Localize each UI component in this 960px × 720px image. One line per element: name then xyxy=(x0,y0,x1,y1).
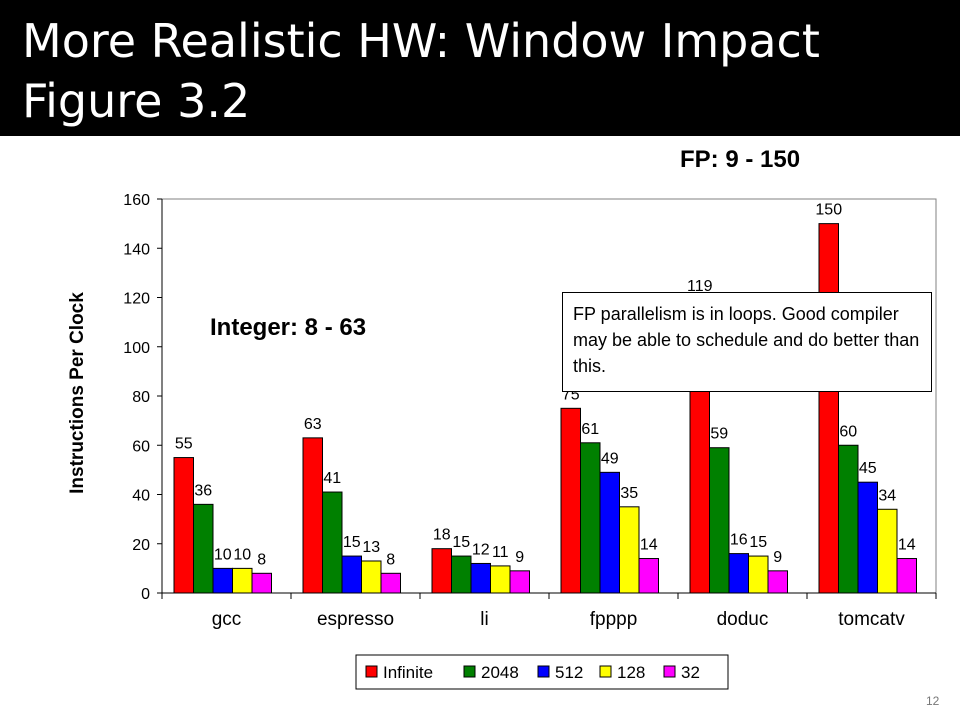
legend-label: 128 xyxy=(617,663,645,682)
y-tick-label: 80 xyxy=(132,389,150,406)
bar xyxy=(560,407,581,594)
bar xyxy=(251,572,272,594)
slide-title-line-1: More Realistic HW: Window Impact xyxy=(22,14,820,68)
y-tick-label: 140 xyxy=(123,241,150,258)
data-label: 10 xyxy=(214,546,232,563)
data-label: 9 xyxy=(515,549,524,566)
data-label: 8 xyxy=(386,551,395,568)
data-label: 18 xyxy=(433,527,451,544)
bar xyxy=(619,506,640,594)
bar xyxy=(818,223,839,594)
integer-range-annotation: Integer: 8 - 63 xyxy=(210,314,367,341)
bar xyxy=(173,457,194,594)
legend-swatch xyxy=(663,665,676,678)
bar xyxy=(709,447,730,594)
bar xyxy=(748,555,769,594)
data-label: 16 xyxy=(730,532,748,549)
bar xyxy=(638,558,659,594)
data-label: 11 xyxy=(492,544,509,561)
x-tick-label: doduc xyxy=(717,609,769,630)
bar xyxy=(728,553,749,594)
data-label: 15 xyxy=(749,534,767,551)
x-tick-label: li xyxy=(480,609,488,630)
data-label: 9 xyxy=(773,549,782,566)
legend-label: 2048 xyxy=(481,663,519,682)
legend-swatch xyxy=(599,665,612,678)
bar xyxy=(767,570,788,594)
legend-label: 512 xyxy=(555,663,583,682)
data-label: 41 xyxy=(323,470,341,487)
legend-swatch xyxy=(463,665,476,678)
data-label: 35 xyxy=(620,485,638,502)
y-tick-label: 20 xyxy=(132,537,150,554)
y-tick-label: 100 xyxy=(123,340,150,357)
data-label: 13 xyxy=(362,539,380,556)
legend-label: 32 xyxy=(681,663,700,682)
bar xyxy=(877,508,898,594)
bar xyxy=(838,444,859,594)
bar xyxy=(580,442,601,594)
bar xyxy=(470,562,491,594)
note-callout: FP parallelism is in loops. Good compile… xyxy=(562,292,932,392)
legend-label: Infinite xyxy=(383,663,433,682)
data-label: 60 xyxy=(839,423,857,440)
legend-swatch xyxy=(537,665,550,678)
page-number: 12 xyxy=(926,694,940,708)
y-tick-label: 60 xyxy=(132,438,150,455)
bar xyxy=(431,548,452,594)
bar xyxy=(193,503,214,594)
y-axis-label: Instructions Per Clock xyxy=(67,292,88,494)
bar xyxy=(380,572,401,594)
y-tick-label: 120 xyxy=(123,291,150,308)
data-label: 14 xyxy=(640,537,658,554)
data-label: 36 xyxy=(194,482,212,499)
data-label: 49 xyxy=(601,450,619,467)
data-label: 61 xyxy=(581,421,599,438)
slide-title-line-2: Figure 3.2 xyxy=(22,74,251,128)
data-label: 34 xyxy=(878,487,896,504)
data-label: 10 xyxy=(233,546,251,563)
bar xyxy=(599,471,620,594)
data-label: 15 xyxy=(452,534,470,551)
data-label: 63 xyxy=(304,416,322,433)
bar xyxy=(490,565,511,594)
data-label: 12 xyxy=(472,541,490,558)
bar xyxy=(341,555,362,594)
x-tick-label: gcc xyxy=(212,609,242,630)
bar xyxy=(322,491,343,594)
x-tick-label: tomcatv xyxy=(838,609,905,630)
data-label: 150 xyxy=(815,202,842,219)
bar xyxy=(509,570,530,594)
x-tick-label: espresso xyxy=(317,609,394,630)
title-bar: More Realistic HW: Window Impact Figure … xyxy=(0,0,960,136)
data-label: 8 xyxy=(257,551,266,568)
bar xyxy=(302,437,323,594)
y-tick-label: 160 xyxy=(123,192,150,209)
data-label: 14 xyxy=(898,537,916,554)
fp-range-annotation: FP: 9 - 150 xyxy=(680,146,801,173)
x-tick-label: fpppp xyxy=(590,609,638,630)
bar xyxy=(361,560,382,594)
y-tick-label: 0 xyxy=(141,586,150,603)
bar xyxy=(212,567,233,594)
bar xyxy=(451,555,472,594)
legend-swatch xyxy=(365,665,378,678)
data-label: 45 xyxy=(859,460,877,477)
data-label: 15 xyxy=(343,534,361,551)
data-label: 55 xyxy=(175,436,193,453)
bar xyxy=(896,558,917,594)
data-label: 59 xyxy=(710,426,728,443)
data-label: 119 xyxy=(687,278,713,295)
y-tick-label: 40 xyxy=(132,488,150,505)
bar xyxy=(857,481,878,594)
bar xyxy=(232,567,253,594)
